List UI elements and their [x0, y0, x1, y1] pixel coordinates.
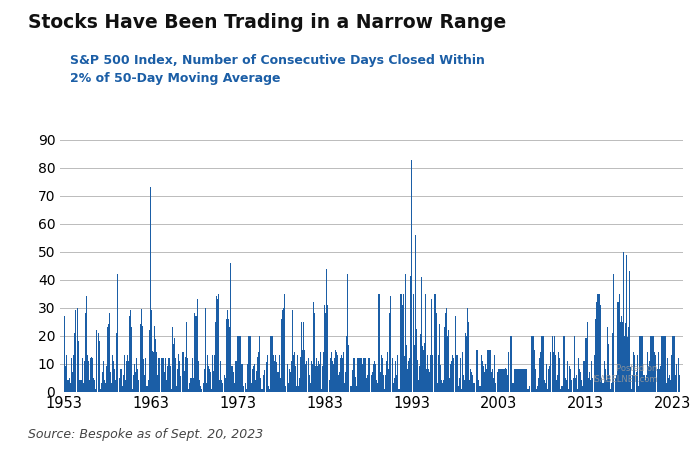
Text: S&P 500 Index, Number of Consecutive Days Closed Within
2% of 50-Day Moving Aver: S&P 500 Index, Number of Consecutive Day…	[70, 54, 485, 85]
Text: Posted on
ISABELNET.com: Posted on ISABELNET.com	[592, 364, 657, 383]
Text: Stocks Have Been Trading in a Narrow Range: Stocks Have Been Trading in a Narrow Ran…	[28, 14, 506, 32]
Text: Source: Bespoke as of Sept. 20, 2023: Source: Bespoke as of Sept. 20, 2023	[28, 428, 263, 441]
